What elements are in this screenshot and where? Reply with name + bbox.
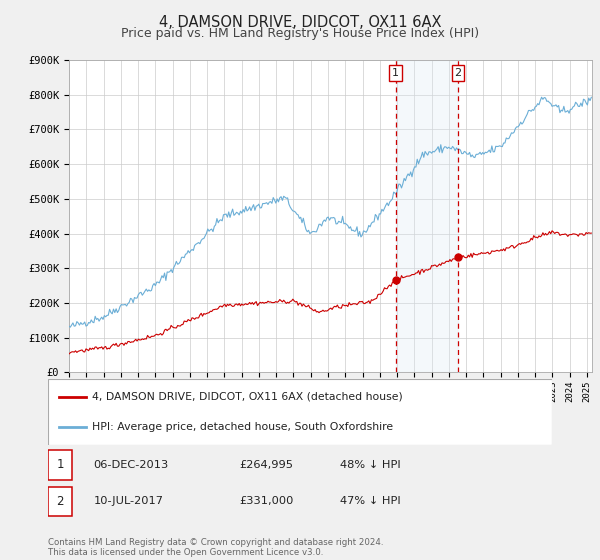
Text: 1: 1 (392, 68, 399, 78)
Text: 4, DAMSON DRIVE, DIDCOT, OX11 6AX (detached house): 4, DAMSON DRIVE, DIDCOT, OX11 6AX (detac… (92, 392, 403, 402)
Text: 47% ↓ HPI: 47% ↓ HPI (340, 496, 401, 506)
Text: 06-DEC-2013: 06-DEC-2013 (94, 460, 169, 470)
Text: £331,000: £331,000 (239, 496, 294, 506)
Text: 2: 2 (454, 68, 461, 78)
Text: 1: 1 (56, 458, 64, 472)
Text: 4, DAMSON DRIVE, DIDCOT, OX11 6AX: 4, DAMSON DRIVE, DIDCOT, OX11 6AX (159, 15, 441, 30)
Text: Contains HM Land Registry data © Crown copyright and database right 2024.
This d: Contains HM Land Registry data © Crown c… (48, 538, 383, 557)
Bar (48, 487, 72, 516)
Text: 48% ↓ HPI: 48% ↓ HPI (340, 460, 401, 470)
Text: HPI: Average price, detached house, South Oxfordshire: HPI: Average price, detached house, Sout… (92, 422, 394, 432)
Text: 10-JUL-2017: 10-JUL-2017 (94, 496, 163, 506)
Bar (395, 60, 458, 372)
Text: Price paid vs. HM Land Registry's House Price Index (HPI): Price paid vs. HM Land Registry's House … (121, 27, 479, 40)
Bar (48, 450, 72, 479)
Text: £264,995: £264,995 (239, 460, 293, 470)
Text: 2: 2 (56, 494, 64, 508)
